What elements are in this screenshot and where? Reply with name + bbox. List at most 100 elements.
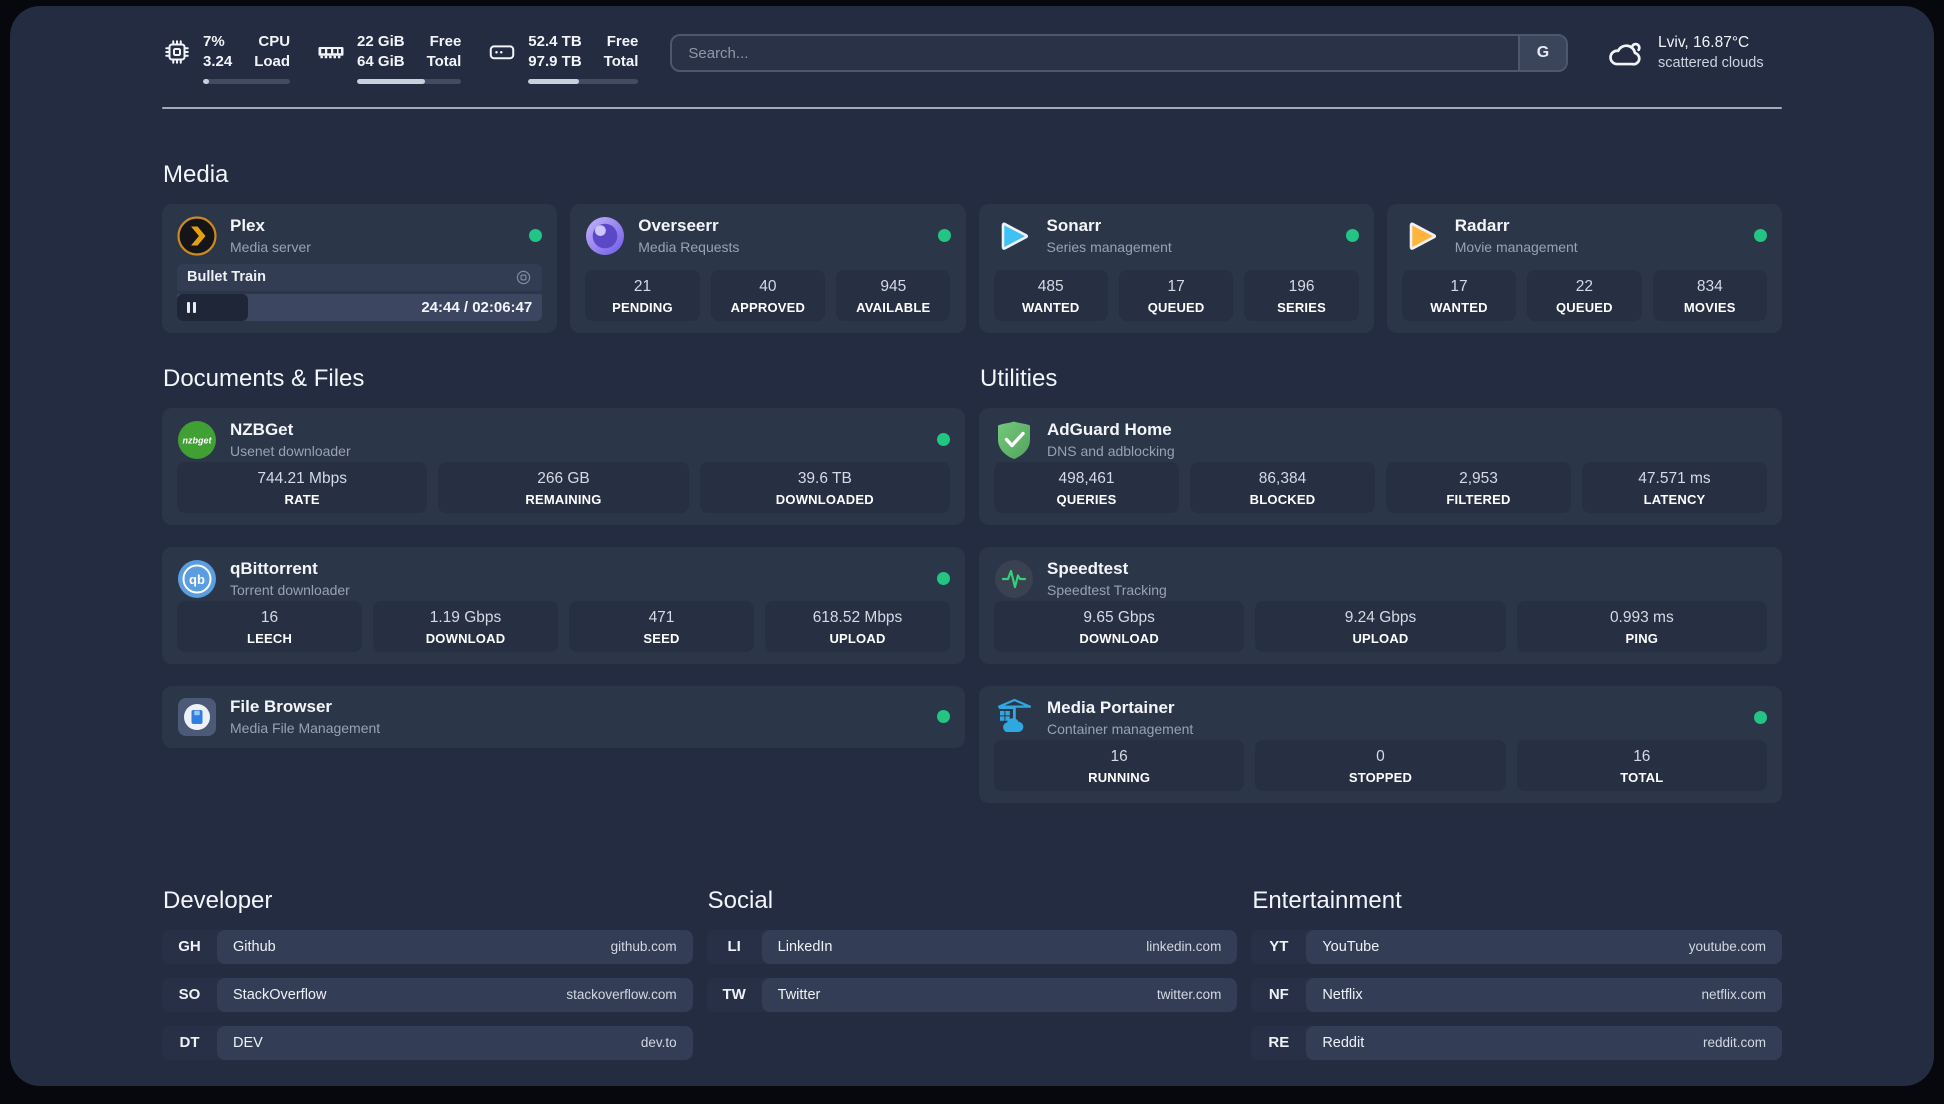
app-titles: Media Portainer Container management: [1047, 698, 1193, 737]
link-bar[interactable]: LinkedIn linkedin.com: [761, 929, 1238, 964]
pause-button[interactable]: [187, 301, 196, 313]
section-title: Documents & Files: [163, 364, 365, 392]
stat-tile: 0 STOPPED: [1255, 740, 1506, 791]
link-row-twitter[interactable]: TW Twitter twitter.com: [706, 977, 1238, 1012]
link-tag: DT: [179, 1034, 200, 1052]
link-row-dev[interactable]: DT DEV dev.to: [162, 1025, 693, 1060]
stat-label: DOWNLOADED: [775, 491, 874, 507]
stat-tile: 39.6 TB DOWNLOADED: [699, 462, 950, 513]
link-bar[interactable]: YouTube youtube.com: [1306, 929, 1782, 964]
app-card-header: Speedtest Speedtest Tracking: [994, 559, 1767, 599]
app-card-sonarr[interactable]: Sonarr Series management 485 WANTED 17 QUEUED…: [978, 203, 1374, 333]
stat-value: 17: [1450, 278, 1468, 296]
link-bar[interactable]: Reddit reddit.com: [1306, 1025, 1782, 1060]
link-bar[interactable]: StackOverflow stackoverflow.com: [217, 977, 693, 1012]
speedtest-icon: [994, 559, 1034, 599]
memory-monitor: 22 GiB 64 GiB Free Total: [316, 32, 462, 84]
app-stats: 744.21 Mbps RATE 266 GB REMAINING 39.6 TB DOW…: [177, 462, 950, 513]
link-row-github[interactable]: GH Github github.com: [162, 929, 693, 964]
app-name: qBittorrent: [230, 558, 318, 578]
app-stats: 9.65 Gbps DOWNLOAD 9.24 Gbps UPLOAD 0.993 ms…: [994, 601, 1767, 652]
app-name: File Browser: [230, 696, 333, 716]
status-dot: [529, 229, 543, 243]
stat-value: 16: [1633, 748, 1651, 766]
cpu-load-label: Load: [254, 52, 291, 70]
app-description: DNS and adblocking: [1047, 443, 1175, 460]
stat-label: REMAINING: [525, 491, 602, 507]
link-row-youtube[interactable]: YT YouTube youtube.com: [1251, 929, 1782, 964]
radarr-icon: [1402, 216, 1442, 256]
memory-total-label: Total: [426, 52, 462, 70]
app-card-header: Sonarr Series management: [994, 216, 1359, 256]
app-card-plex[interactable]: Plex Media server Bullet Train 24:44 / 02:0…: [162, 203, 558, 333]
cpu-monitor-row: 7% 3.24 CPU Load: [162, 32, 290, 72]
app-titles: Sonarr Series management: [1047, 216, 1172, 255]
app-card-qbittorrent[interactable]: qb qBittorrent Torrent downloader 16 LEECH 1.…: [162, 546, 965, 664]
stat-tile: 16 RUNNING: [994, 740, 1245, 791]
disk-monitor-row: 52.4 TB 97.9 TB Free Total: [487, 32, 638, 72]
stat-label: LEECH: [246, 630, 293, 646]
app-titles: Speedtest Speedtest Tracking: [1047, 559, 1167, 598]
link-bar[interactable]: DEV dev.to: [217, 1025, 693, 1060]
link-row-netflix[interactable]: NF Netflix netflix.com: [1251, 977, 1782, 1012]
section-title: Social: [707, 886, 774, 914]
app-stats: 21 PENDING 40 APPROVED 945 AVAILABLE: [585, 270, 951, 321]
link-tag: TW: [722, 986, 746, 1004]
link-tag: GH: [178, 938, 201, 956]
adguard-icon: [994, 420, 1034, 460]
app-card-nzbget[interactable]: nzbget NZBGet Usenet downloader 744.21 Mbps…: [162, 407, 965, 525]
app-description: Media server: [230, 239, 311, 256]
stat-value: 39.6 TB: [797, 470, 852, 488]
app-name: Radarr: [1454, 215, 1510, 235]
dashboard-content: 7% 3.24 CPU Load: [10, 32, 1934, 1074]
link-url: linkedin.com: [1146, 939, 1222, 955]
search-input[interactable]: [672, 36, 1518, 70]
app-description: Media File Management: [230, 720, 381, 737]
stat-tile: 0.993 ms PING: [1516, 601, 1767, 652]
section-media: Media Plex Media server Bullet Train 24:44 …: [162, 161, 1782, 333]
app-card-overseerr[interactable]: Overseerr Media Requests 21 PENDING 40 APPROV…: [570, 203, 966, 333]
app-card-filebrowser[interactable]: File Browser Media File Management: [162, 685, 965, 748]
app-stats: 16 RUNNING 0 STOPPED 16 TOTAL: [994, 740, 1767, 791]
stat-value: 945: [880, 278, 907, 296]
stat-label: TOTAL: [1620, 769, 1664, 785]
svg-text:nzbget: nzbget: [183, 435, 213, 445]
link-url: github.com: [610, 939, 677, 955]
app-card-adguard[interactable]: AdGuard Home DNS and adblocking 498,461 QUE…: [979, 407, 1782, 525]
stat-label: BLOCKED: [1249, 491, 1316, 507]
stat-tile: 22 QUEUED: [1527, 270, 1642, 321]
stat-value: 40: [759, 278, 777, 296]
search-bar: G: [670, 34, 1568, 72]
stat-label: WANTED: [1430, 299, 1488, 315]
link-row-linkedin[interactable]: LI LinkedIn linkedin.com: [706, 929, 1238, 964]
link-row-reddit[interactable]: RE Reddit reddit.com: [1251, 1025, 1782, 1060]
status-dot: [937, 710, 950, 724]
link-row-stackoverflow[interactable]: SO StackOverflow stackoverflow.com: [162, 977, 693, 1012]
memory-monitor-text: 22 GiB 64 GiB Free Total: [357, 32, 461, 72]
link-name: Github: [233, 938, 276, 955]
stat-label: AVAILABLE: [856, 299, 931, 315]
app-card-speedtest[interactable]: Speedtest Speedtest Tracking 9.65 Gbps DOWN…: [979, 546, 1782, 664]
weather-widget[interactable]: Lviv, 16.87°C scattered clouds: [1606, 33, 1782, 73]
qbittorrent-icon: qb: [177, 559, 217, 599]
stat-label: RUNNING: [1088, 769, 1151, 785]
link-tag: SO: [178, 986, 201, 1004]
stat-tile: 2,953 FILTERED: [1386, 462, 1571, 513]
link-bar[interactable]: Twitter twitter.com: [761, 977, 1238, 1012]
stat-value: 86,384: [1258, 470, 1307, 488]
plex-icon: [177, 215, 217, 256]
stat-tile: 498,461 QUERIES: [994, 462, 1179, 513]
pause-bar: [187, 301, 190, 313]
app-card-radarr[interactable]: Radarr Movie management 17 WANTED 22 QUEUED 83…: [1386, 203, 1782, 333]
search-engine-button[interactable]: G: [1518, 36, 1566, 70]
now-playing-title: Bullet Train: [187, 269, 266, 286]
app-card-header: Radarr Movie management: [1402, 216, 1767, 256]
stat-value: 21: [633, 278, 652, 296]
stat-value: 9.65 Gbps: [1083, 609, 1155, 627]
cpu-load-value: 3.24: [203, 52, 233, 70]
stat-value: 834: [1696, 278, 1723, 296]
app-card-portainer[interactable]: Media Portainer Container management 16 RUN…: [979, 685, 1782, 803]
link-bar[interactable]: Netflix netflix.com: [1306, 977, 1782, 1012]
svg-text:qb: qb: [189, 572, 205, 587]
link-bar[interactable]: Github github.com: [217, 929, 693, 964]
